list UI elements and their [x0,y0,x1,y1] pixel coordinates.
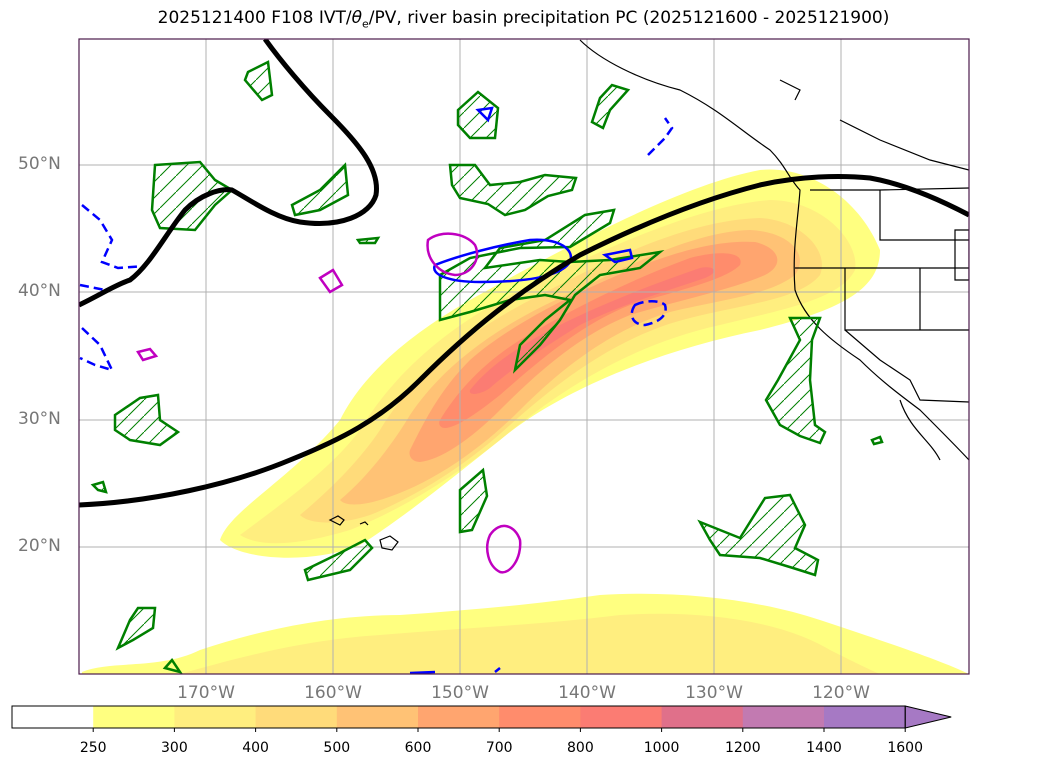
colorbar-segment [12,706,94,728]
lon-label: 150°W [431,683,489,703]
colorbar-segment [824,706,906,728]
colorbar-segment [418,706,500,728]
colorbar-tick-label: 1600 [887,740,924,756]
ivt-filled-contours [82,169,969,674]
colorbar-tick-label: 1000 [643,740,680,756]
colorbar-tick-label: 1400 [806,740,842,756]
colorbar-tick-label: 250 [79,740,107,756]
colorbar-segment [742,706,825,728]
colorbar-tick-label: 800 [567,740,594,756]
lon-label: 120°W [812,683,870,703]
colorbar-segment [255,706,338,728]
map-frame [78,38,970,675]
lon-label: 160°W [304,683,362,703]
precip-contours [90,60,884,674]
colorbar-segment [93,706,175,728]
colorbar-tick-label: 600 [404,740,432,756]
map-title: 2025121400 F108 IVT/θe/PV, river basin p… [157,8,890,31]
colorbar-frame [11,705,906,729]
colorbar-segment [174,706,257,728]
coastlines [328,39,969,551]
colorbar-tick-label: 400 [242,740,269,756]
colorbar-segment [580,706,663,728]
colorbar-tick-label: 700 [485,740,513,756]
colorbar-extend-arrow [904,705,952,729]
colorbar-tick-label: 300 [161,740,188,756]
theta-e-contour [79,174,969,508]
lat-label: 30°N [18,409,61,429]
colorbar-segment [661,706,744,728]
colorbar [11,705,952,732]
colorbar-segment [499,706,581,728]
colorbar-tick-label: 1200 [724,740,761,756]
lon-label: 170°W [177,683,235,703]
theta-e-contour-upper [79,39,379,308]
lon-label: 130°W [685,683,743,703]
lat-label: 20°N [18,536,61,556]
lon-label: 140°W [558,683,616,703]
lat-lon-grid [79,39,969,674]
colorbar-tick-label: 500 [323,740,351,756]
colorbar-segment [336,706,419,728]
lat-label: 40°N [18,281,61,301]
lat-label: 50°N [18,154,61,174]
